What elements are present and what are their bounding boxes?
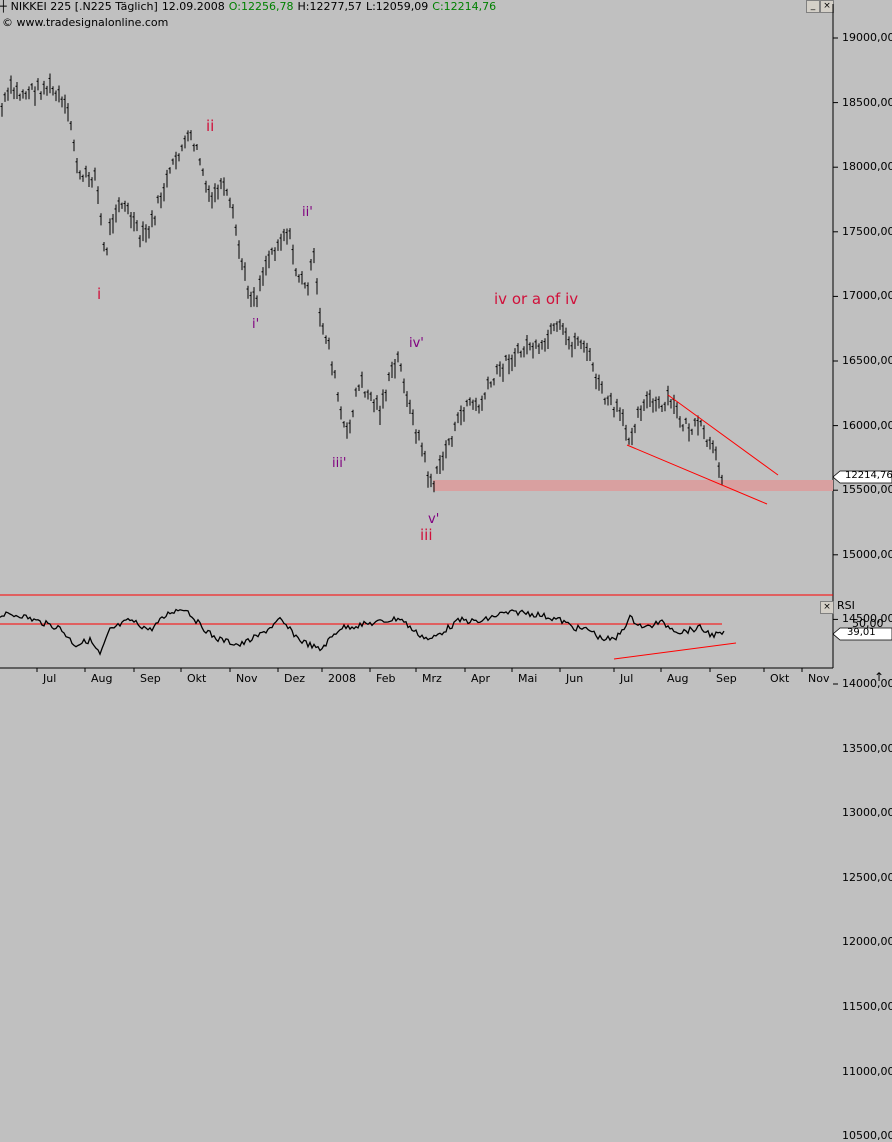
time-axis-label: Mai — [518, 672, 538, 685]
price-tick-label: 12500,00 — [842, 870, 892, 884]
price-tick-label: 16500,00 — [842, 354, 892, 367]
rsi-name-label: RSI — [837, 599, 855, 612]
wave-label-i: i — [97, 285, 102, 303]
time-axis-label: Okt — [770, 672, 790, 685]
minimize-button[interactable]: _ — [806, 0, 820, 13]
price-tick-label: 14500,00 — [842, 612, 892, 626]
high-value: H:12277,57 — [297, 0, 362, 13]
rsi-close-button[interactable]: × — [820, 601, 834, 614]
time-axis-label: Aug — [667, 672, 689, 685]
time-axis-label: Aug — [91, 672, 113, 685]
wave-label-i-prime: i' — [252, 317, 260, 332]
price-chart[interactable] — [0, 0, 892, 686]
price-tick-label: 18500,00 — [842, 95, 892, 109]
time-axis-label: Dez — [284, 672, 306, 685]
price-tick-label: 10500,00 — [842, 1129, 892, 1142]
support-zone — [433, 480, 833, 491]
wave-label-ii: ii — [206, 117, 215, 135]
scroll-up-icon[interactable]: ↑ — [874, 670, 885, 684]
time-axis-label: Jul — [43, 672, 57, 685]
price-tick-label: 19000,00 — [842, 31, 892, 44]
time-axis-label: 2008 — [328, 672, 356, 685]
price-tick-label: 11500,00 — [842, 1000, 892, 1013]
chart-titlebar: ┼ NIKKEI 225 [.N225 Täglich] 12.09.2008 O:1… — [0, 0, 892, 14]
open-value: O:12256,78 — [228, 0, 294, 13]
time-axis-label: Okt — [187, 672, 207, 685]
price-tick-label: 11000,00 — [842, 1064, 892, 1078]
source-url: © www.tradesignalonline.com — [2, 16, 169, 29]
rsi-last-marker — [832, 627, 892, 641]
wave-label-v-prime: v' — [428, 512, 440, 527]
last-price-marker — [832, 470, 892, 484]
close-value: C:12214,76 — [432, 0, 497, 13]
price-tick-label: 15000,00 — [842, 547, 892, 561]
upper-trendline — [667, 394, 779, 476]
price-tick-label: 17000,00 — [842, 289, 892, 303]
price-tick-label: 16000,00 — [842, 418, 892, 432]
time-axis-label: Nov — [808, 672, 830, 685]
time-axis-label: Nov — [236, 672, 258, 685]
rsi-trendline — [613, 642, 737, 660]
title-date: 12.09.2008 — [161, 0, 225, 13]
wave-label-iii-prime: iii' — [332, 456, 347, 471]
wave-label-iv-prime: iv' — [409, 336, 424, 351]
rsi-last-label: 39,01 — [847, 627, 876, 638]
time-axis-label: Sep — [140, 672, 161, 685]
time-axis-label: Jul — [620, 672, 634, 685]
time-axis-label: Apr — [471, 672, 491, 685]
price-tick-label: 18000,00 — [842, 160, 892, 174]
low-value: L:12059,09 — [365, 0, 429, 13]
time-axis-label: Jun — [566, 672, 584, 685]
wave-label-ii-prime: ii' — [302, 205, 313, 220]
time-axis-label: Feb — [376, 672, 396, 685]
time-axis-label: Mrz — [422, 672, 442, 685]
price-tick-label: 17500,00 — [842, 224, 892, 238]
title-icon: ┼ — [0, 0, 7, 13]
time-axis-label: Sep — [716, 672, 737, 685]
price-tick-label: 14000,00 — [842, 677, 892, 690]
rsi-tick-label: 50,00 — [852, 617, 884, 630]
price-tick-label: 12000,00 — [842, 935, 892, 949]
price-tick-label: 13500,00 — [842, 741, 892, 755]
price-tick-label: 13000,00 — [842, 806, 892, 820]
wave-label-iii: iii — [420, 526, 433, 544]
last-price-label: 12214,76 — [845, 470, 892, 481]
lower-trendline — [626, 444, 768, 505]
price-tick-label: 15500,00 — [842, 483, 892, 497]
wave-label-iv-or-a-of-iv: iv or a of iv — [494, 290, 579, 308]
close-button[interactable]: × — [820, 0, 834, 13]
price-bars — [0, 73, 723, 493]
instrument-title: NIKKEI 225 [.N225 Täglich] — [10, 0, 158, 13]
rsi-line — [0, 608, 725, 656]
